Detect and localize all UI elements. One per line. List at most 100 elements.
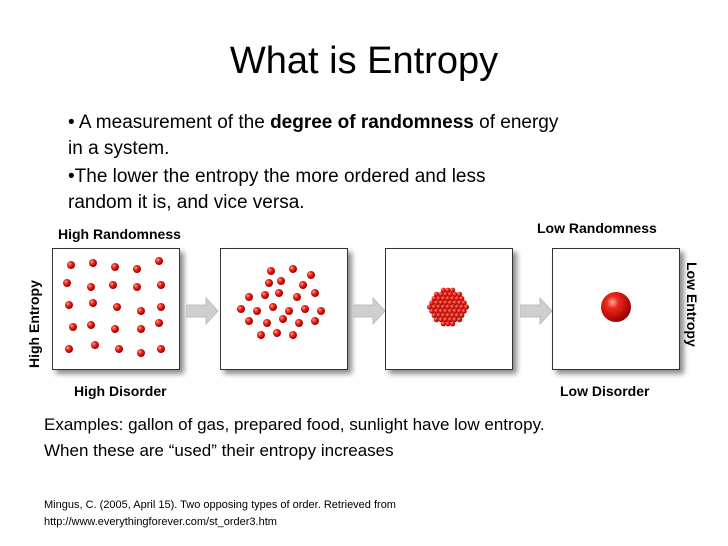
citation-url[interactable]: http://www.everythingforever.com/st_orde… <box>44 516 277 528</box>
particle <box>454 304 460 310</box>
particle <box>459 304 465 310</box>
particle <box>456 317 463 323</box>
low-disorder-label: Low Disorder <box>560 383 650 399</box>
particle <box>445 304 451 310</box>
particle <box>115 345 123 353</box>
particle <box>450 312 456 318</box>
particle <box>273 329 281 337</box>
particle <box>261 291 269 299</box>
right-arrow-icon <box>186 296 219 326</box>
bullet1-line2: in a system. <box>68 138 170 159</box>
particle <box>317 307 325 315</box>
particle <box>111 325 119 333</box>
particle <box>263 319 271 327</box>
particle <box>285 307 293 315</box>
particle <box>440 287 446 293</box>
bullet1-prefix: A measurement of the <box>78 112 265 133</box>
particle <box>279 315 287 323</box>
particle <box>436 304 442 310</box>
particle <box>427 304 433 310</box>
particle <box>447 300 453 306</box>
panel-scattered-particles <box>52 248 180 370</box>
particle <box>440 296 446 302</box>
particle <box>438 291 444 297</box>
particle <box>456 308 463 314</box>
particle <box>299 281 307 289</box>
particle <box>445 312 451 318</box>
particle <box>289 265 297 273</box>
particle <box>65 345 73 353</box>
right-arrow-icon <box>520 296 553 326</box>
bullet1-bold-term: degree of randomness <box>270 112 474 133</box>
bullet1-suffix: of energy <box>479 112 559 133</box>
particle <box>133 283 141 291</box>
particle <box>438 317 444 323</box>
particle <box>429 300 435 306</box>
examples-line-2: When these are “used” their entropy incr… <box>44 441 394 460</box>
particle <box>450 296 456 302</box>
particle <box>443 308 449 314</box>
particle <box>445 287 451 293</box>
particle <box>456 300 463 306</box>
bullet2-line1: The lower the entropy the more ordered a… <box>74 166 486 187</box>
particle <box>155 319 163 327</box>
particle <box>301 305 309 313</box>
particle <box>157 345 165 353</box>
particle <box>445 296 451 302</box>
bullet-dot: • <box>68 166 75 187</box>
particle <box>245 317 253 325</box>
examples-line-1: Examples: gallon of gas, prepared food, … <box>44 415 545 434</box>
particle <box>456 291 463 297</box>
bullet-dot: • <box>68 112 75 133</box>
panel-packed-cluster <box>385 248 513 370</box>
particle <box>265 279 273 287</box>
bullet2-line2: random it is, and vice versa. <box>68 192 305 213</box>
particle <box>436 296 442 302</box>
particle <box>433 291 440 297</box>
particle <box>443 317 449 323</box>
particle <box>438 308 444 314</box>
particle <box>454 312 460 318</box>
particle <box>269 303 277 311</box>
particle <box>311 289 319 297</box>
particle <box>311 317 319 325</box>
particle <box>267 267 275 275</box>
high-randomness-label: High Randomness <box>58 226 181 242</box>
grouped-particles-graphic <box>237 265 325 339</box>
particle <box>89 299 97 307</box>
high-disorder-label: High Disorder <box>74 383 167 399</box>
particle <box>440 304 446 310</box>
particle <box>277 277 285 285</box>
single-sphere-graphic <box>601 292 631 322</box>
particle <box>450 287 456 293</box>
particle <box>433 317 440 323</box>
particle <box>109 281 117 289</box>
particle <box>445 321 451 327</box>
low-randomness-label: Low Randomness <box>537 220 657 236</box>
particle <box>450 304 456 310</box>
particle <box>155 257 163 265</box>
particle <box>463 304 469 310</box>
high-entropy-label: High Entropy <box>26 280 42 368</box>
particle <box>67 261 75 269</box>
particle <box>431 296 437 302</box>
particle <box>87 283 95 291</box>
particle <box>454 296 460 302</box>
particle <box>429 308 435 314</box>
particle <box>443 291 449 297</box>
bullet-point-2: •The lower the entropy the more ordered … <box>68 164 588 216</box>
scattered-particles-graphic <box>63 257 165 357</box>
panel-grouped-particles <box>220 248 348 370</box>
particle <box>63 279 71 287</box>
particle <box>87 321 95 329</box>
particle <box>257 331 265 339</box>
particle <box>295 319 303 327</box>
particle <box>447 317 453 323</box>
particle <box>137 349 145 357</box>
particle <box>113 303 121 311</box>
sphere-icon <box>601 292 631 322</box>
particle <box>438 300 444 306</box>
particle <box>440 321 446 327</box>
particle <box>447 291 453 297</box>
particle <box>137 325 145 333</box>
